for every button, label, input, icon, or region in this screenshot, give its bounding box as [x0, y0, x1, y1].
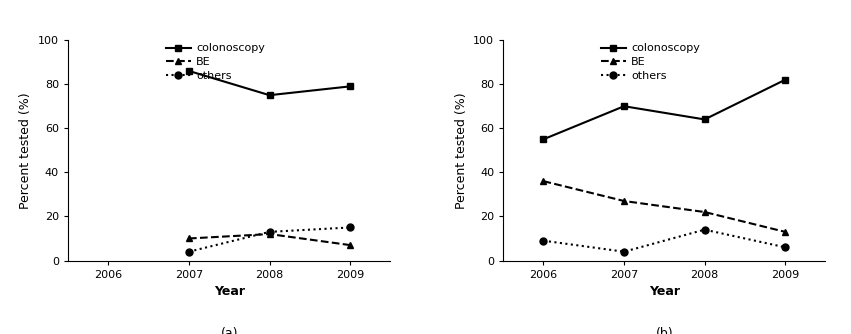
X-axis label: Year: Year — [648, 285, 680, 298]
Y-axis label: Percent tested (%): Percent tested (%) — [20, 92, 32, 209]
Text: (b): (b) — [655, 327, 673, 334]
Text: (a): (a) — [220, 327, 238, 334]
Y-axis label: Percent tested (%): Percent tested (%) — [454, 92, 467, 209]
X-axis label: Year: Year — [214, 285, 245, 298]
Legend: colonoscopy, BE, others: colonoscopy, BE, others — [164, 41, 267, 84]
Legend: colonoscopy, BE, others: colonoscopy, BE, others — [599, 41, 702, 84]
